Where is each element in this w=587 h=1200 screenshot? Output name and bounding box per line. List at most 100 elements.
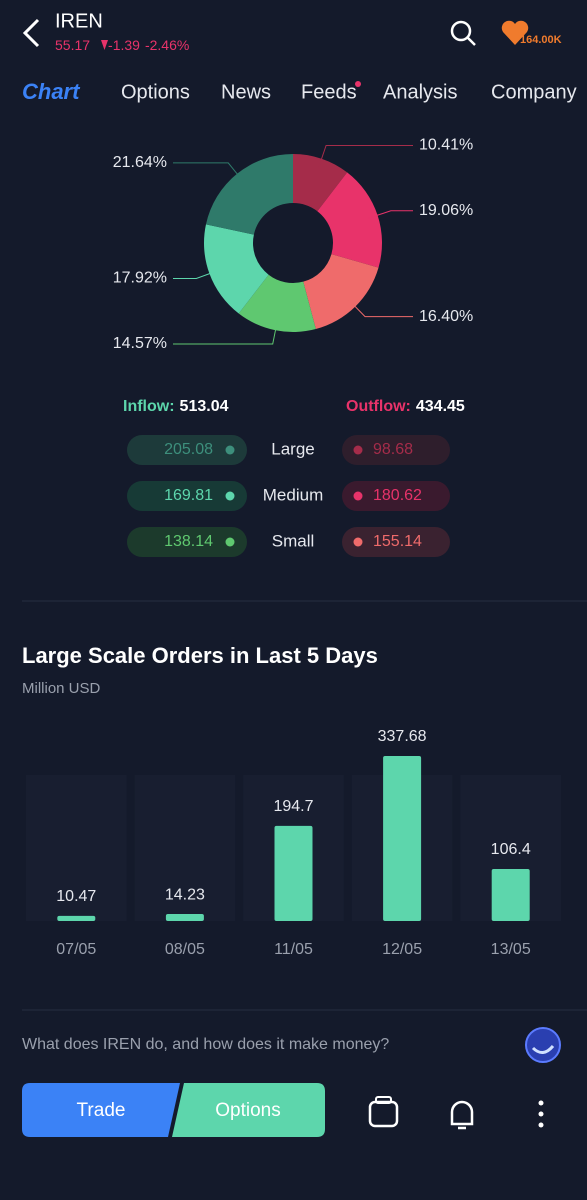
outflow-dot xyxy=(353,445,363,455)
bar-value-label: 10.47 xyxy=(56,888,96,905)
x-tick-label: 12/05 xyxy=(382,941,422,958)
back-button[interactable] xyxy=(22,18,40,48)
bar xyxy=(491,869,530,921)
bar-value-label: 14.23 xyxy=(165,886,205,903)
inflow-value: 169.81 xyxy=(164,487,213,504)
bar-chart-subtitle: Million USD xyxy=(22,680,101,697)
size-label: Small xyxy=(272,531,315,550)
inflow-dot xyxy=(225,445,235,455)
search-icon[interactable] xyxy=(450,20,472,42)
tab[interactable]: Company xyxy=(491,81,577,103)
options-button[interactable] xyxy=(172,1083,325,1137)
outflow-summary: Outflow: 434.45 xyxy=(346,398,465,415)
wallet-icon-top xyxy=(375,1096,392,1104)
options-label: Options xyxy=(215,1100,280,1121)
donut-slice xyxy=(203,224,269,314)
inflow-total: 513.04 xyxy=(180,398,229,415)
slice-label: 21.64% xyxy=(113,154,167,171)
flow-table: 205.08 Large 98.68 169.81 Medium 180.62 138.14… xyxy=(127,435,450,557)
slice-label: 19.06% xyxy=(419,202,473,219)
leader-line xyxy=(317,144,413,169)
inflow-value: 138.14 xyxy=(164,533,213,550)
down-arrow xyxy=(101,40,108,50)
outflow-pill xyxy=(342,527,450,557)
change-pct: -2.46% xyxy=(145,37,189,53)
notification-dot xyxy=(355,81,361,87)
inflow-value: 205.08 xyxy=(164,441,213,458)
tab[interactable]: Options xyxy=(121,81,190,103)
slice-label: 17.92% xyxy=(113,270,167,287)
inflow-pill xyxy=(127,527,247,557)
bar-value-label: 337.68 xyxy=(378,728,427,745)
outflow-pill xyxy=(342,481,450,511)
bar xyxy=(383,756,422,921)
column-background xyxy=(26,775,127,921)
leader-line xyxy=(173,162,244,182)
ai-icon[interactable] xyxy=(525,1027,561,1063)
alert-icon[interactable] xyxy=(450,1100,474,1130)
donut-slice xyxy=(238,274,316,332)
size-label: Large xyxy=(271,439,314,458)
outflow-total: 434.45 xyxy=(416,398,465,415)
x-tick-label: 13/05 xyxy=(491,941,531,958)
bar-value-label: 106.4 xyxy=(491,841,531,858)
trade-label: Trade xyxy=(77,1100,126,1121)
inflow-pill xyxy=(127,481,247,511)
x-tick-label: 07/05 xyxy=(56,941,96,958)
tab[interactable]: Feeds xyxy=(301,81,357,103)
outflow-label: Outflow: xyxy=(346,398,411,415)
donut-slice xyxy=(317,172,382,268)
inflow-dot xyxy=(225,537,235,547)
outflow-value: 98.68 xyxy=(373,441,413,458)
bar-chart: 10.47 07/05 14.23 08/05 194.7 11/05 337.68 12/0… xyxy=(26,728,561,958)
inflow-dot xyxy=(225,491,235,501)
size-label: Medium xyxy=(263,485,323,504)
tab-bar: Chart Options News Feeds Analysis Company xyxy=(22,79,577,104)
leader-line xyxy=(173,320,278,345)
bar xyxy=(57,915,96,921)
followers: 164.00K xyxy=(520,34,562,46)
leader-line xyxy=(173,269,220,279)
search-icon-handle xyxy=(467,37,476,46)
tab[interactable]: Chart xyxy=(22,79,81,104)
follow-icon[interactable] xyxy=(501,20,529,45)
donut-slice xyxy=(303,254,379,330)
leader-line xyxy=(367,210,413,219)
outflow-value: 180.62 xyxy=(373,487,422,504)
inflow-label: Inflow: xyxy=(123,398,175,415)
inflow-pill xyxy=(127,435,247,465)
ai-icon-mark xyxy=(531,1044,555,1054)
outflow-pill xyxy=(342,435,450,465)
ticker: IREN xyxy=(55,10,103,32)
inflow-summary: Inflow: 513.04 xyxy=(123,398,229,415)
more-icon-dot xyxy=(538,1122,544,1128)
more-icon-dot xyxy=(538,1111,544,1117)
outflow-value: 155.14 xyxy=(373,533,422,550)
slice-label: 14.57% xyxy=(113,335,167,352)
donut-chart: 10.41% 19.06% 16.40% 14.57% 17.92% 21.64% xyxy=(113,137,474,353)
bar xyxy=(274,825,313,921)
bar xyxy=(165,914,204,921)
change: -1.39 xyxy=(108,37,140,53)
price-line: 55.17 -1.39 -2.46% xyxy=(55,37,189,53)
x-tick-label: 11/05 xyxy=(274,941,313,958)
leader-line xyxy=(347,299,413,318)
x-tick-label: 08/05 xyxy=(165,941,205,958)
outflow-dot xyxy=(353,491,363,501)
slice-label: 10.41% xyxy=(419,137,473,154)
price: 55.17 xyxy=(55,37,90,53)
bar-value-label: 194.7 xyxy=(273,798,313,815)
tab[interactable]: News xyxy=(221,81,271,103)
outflow-dot xyxy=(353,537,363,547)
column-background xyxy=(134,775,236,921)
trade-button[interactable] xyxy=(22,1083,180,1137)
question[interactable]: What does IREN do, and how does it make … xyxy=(22,1036,389,1053)
more-icon[interactable] xyxy=(538,1100,544,1106)
donut-slice xyxy=(205,154,293,235)
bar-chart-title: Large Scale Orders in Last 5 Days xyxy=(22,643,378,668)
donut-slice xyxy=(293,154,348,212)
tab[interactable]: Analysis xyxy=(383,81,457,103)
slice-label: 16.40% xyxy=(419,308,473,325)
